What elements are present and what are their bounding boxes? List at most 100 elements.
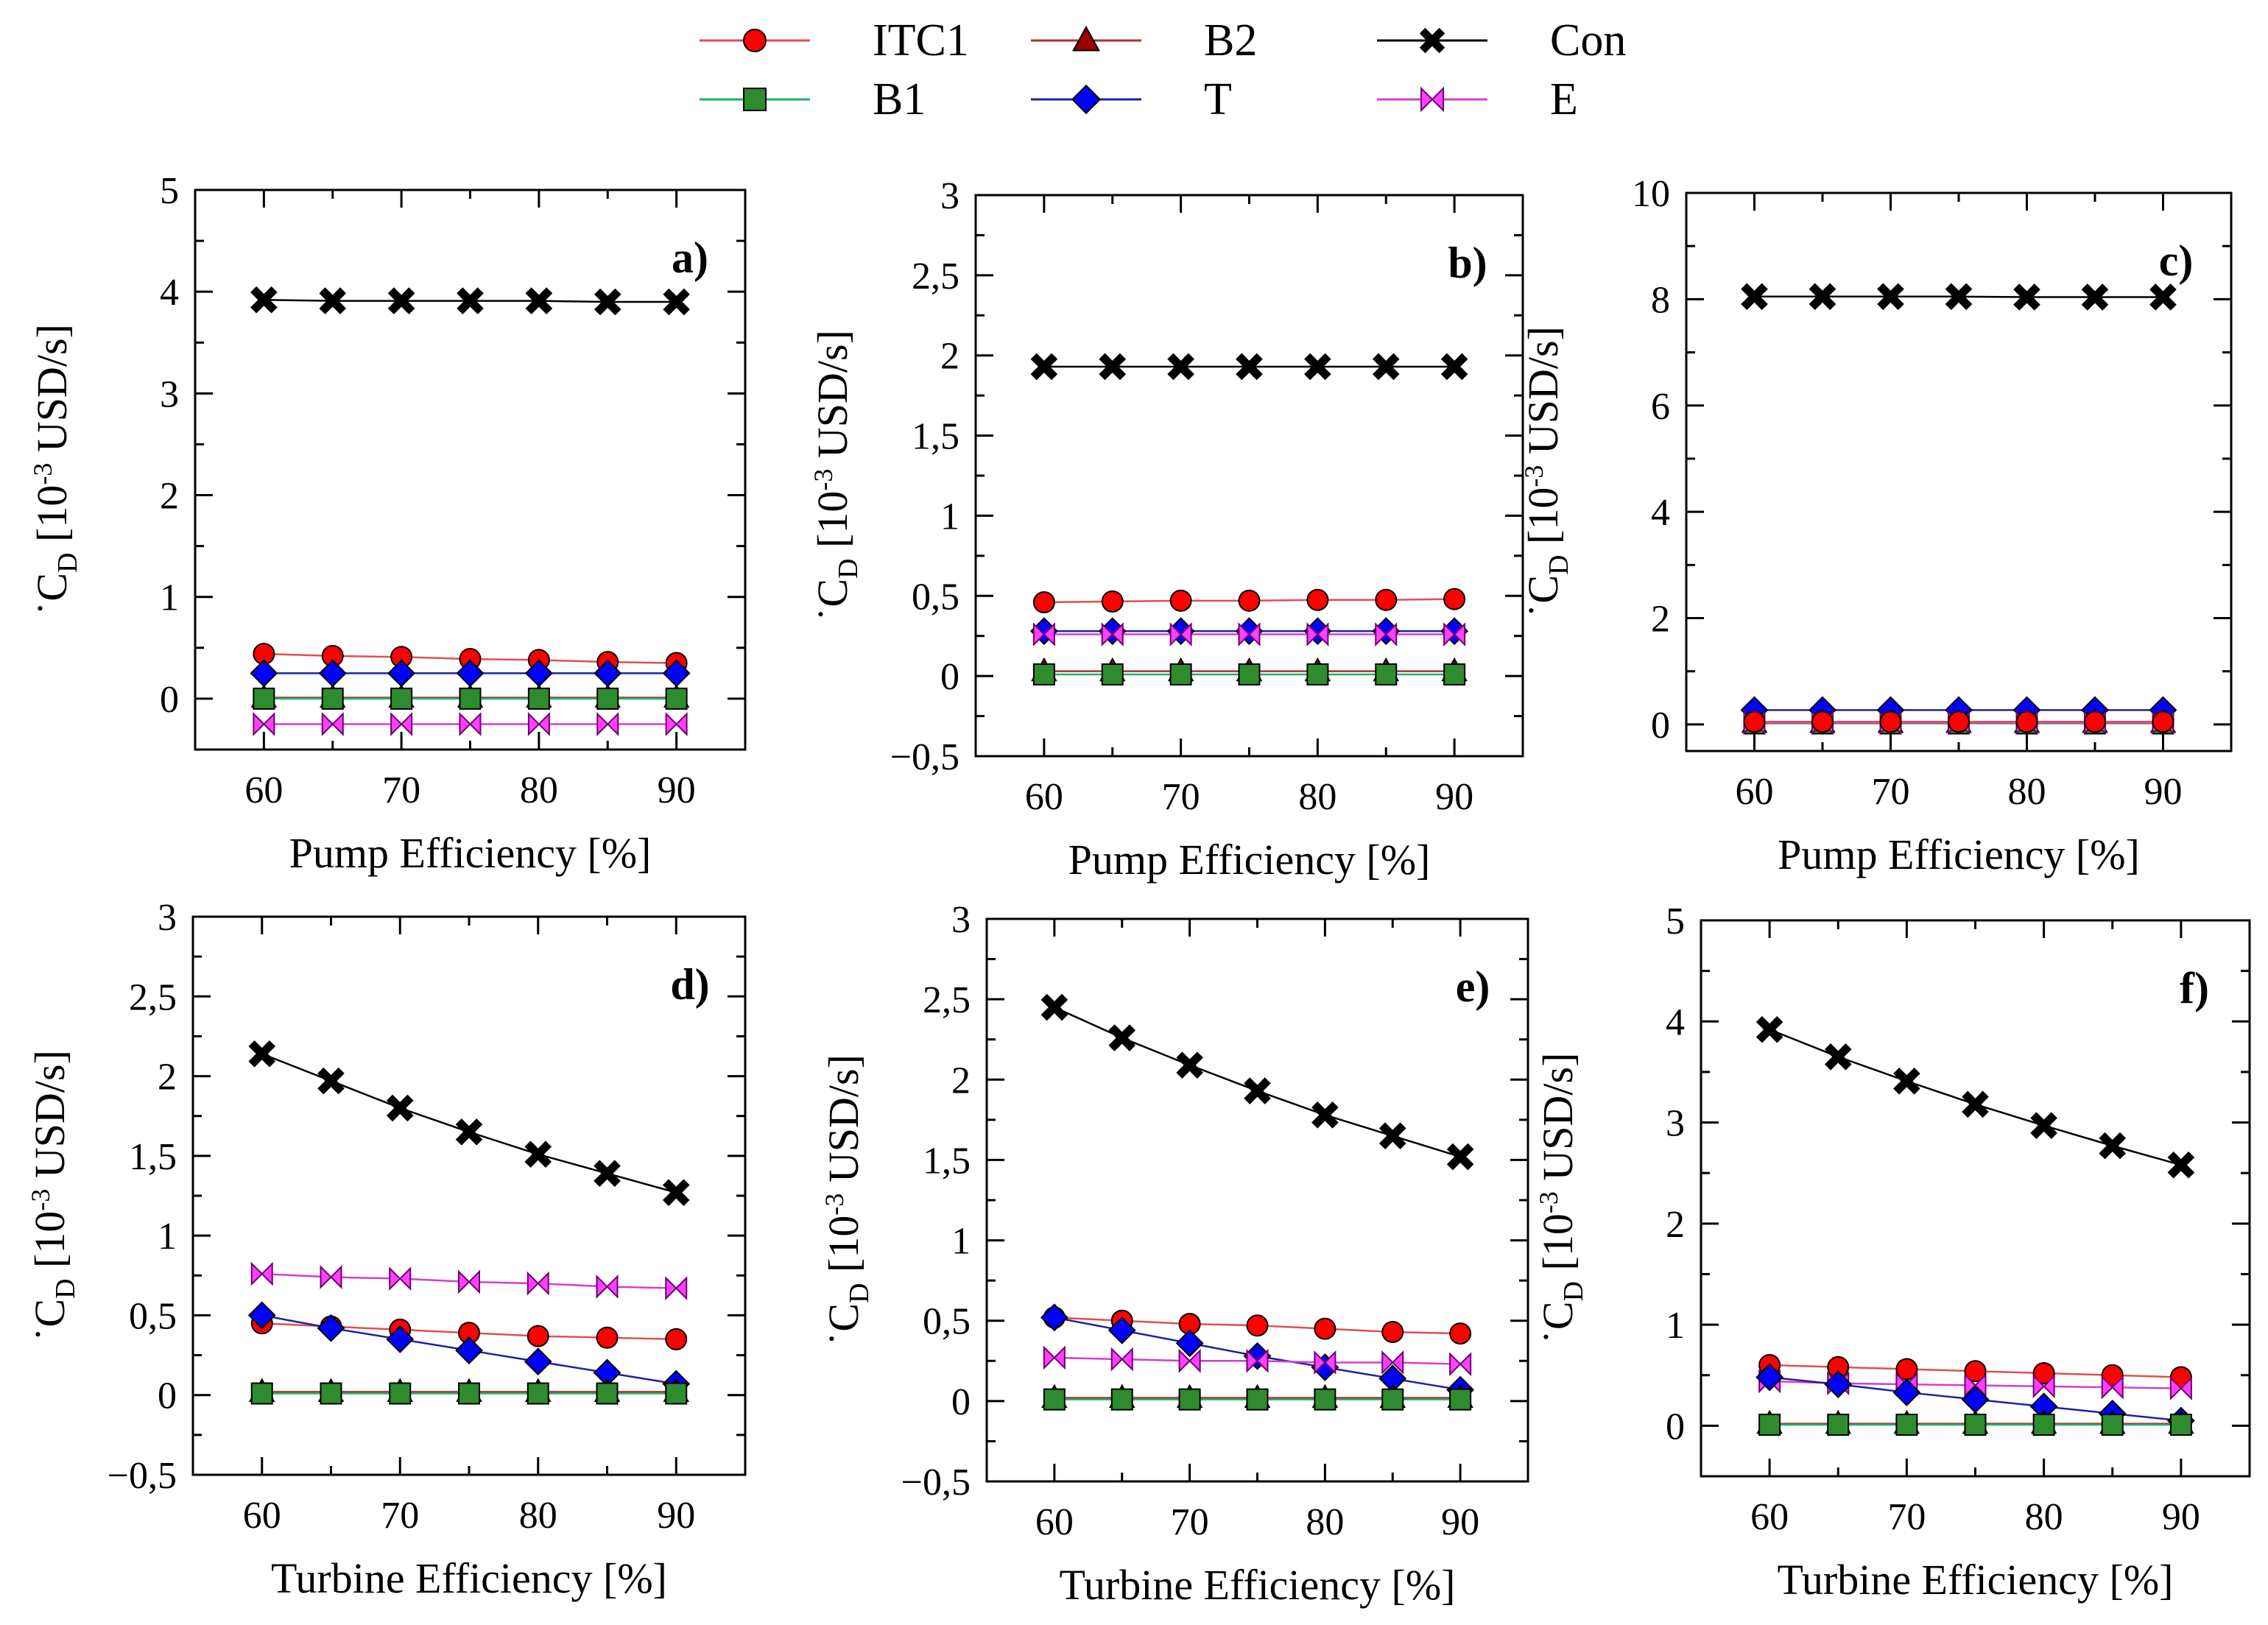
data-point xyxy=(389,1382,412,1405)
data-point xyxy=(1378,1122,1406,1149)
legend-label: ITC1 xyxy=(873,15,969,66)
data-point xyxy=(675,1276,688,1301)
y-axis-label-part: [10 xyxy=(26,1211,74,1279)
data-point xyxy=(1879,711,1902,733)
data-point xyxy=(2099,1132,2127,1160)
data-point xyxy=(1032,622,1046,646)
y-axis-label-part: [10 xyxy=(1534,1213,1582,1281)
data-point xyxy=(1110,1388,1133,1411)
series-con xyxy=(250,286,690,316)
data-point xyxy=(594,1160,621,1187)
series-itc1 xyxy=(1043,1306,1472,1345)
y-tick-label: 2 xyxy=(1651,599,1670,641)
data-point xyxy=(320,1265,332,1289)
y-tick-label: 4 xyxy=(1666,1001,1685,1043)
y-axis-label-part: ˙C xyxy=(809,579,856,621)
y-axis-label: ˙CD [10-3 USD/s] xyxy=(1534,1053,1589,1344)
data-point xyxy=(1974,1373,1987,1397)
data-point xyxy=(1391,1350,1404,1375)
data-point xyxy=(1948,711,1970,733)
y-tick-label: 3 xyxy=(951,899,971,941)
data-point xyxy=(596,1382,619,1405)
chart-panel-e: 60 70 80 90 −0,5 0 0,5 1 1,5 2 2,5 3 e) Turbine Effic… xyxy=(820,899,1529,1609)
data-point xyxy=(1110,1347,1124,1372)
data-point xyxy=(2032,1413,2055,1436)
series-b1 xyxy=(1032,663,1466,685)
data-point xyxy=(1449,1352,1462,1377)
x-tick-label: 80 xyxy=(1306,1501,1344,1543)
data-point xyxy=(1053,1345,1066,1370)
x-tick-label: 90 xyxy=(2144,771,2183,813)
data-point xyxy=(1169,663,1192,685)
y-tick-label: 0,5 xyxy=(923,1301,971,1343)
data-point xyxy=(1811,711,1834,733)
data-point xyxy=(317,1067,345,1095)
y-axis-label-part: -3 xyxy=(1519,465,1549,487)
x-tick-label: 70 xyxy=(1162,776,1200,818)
data-point xyxy=(1877,283,1904,311)
data-point xyxy=(248,1040,276,1068)
y-axis-label-part: [10 xyxy=(1519,487,1567,555)
y-tick-label: 1 xyxy=(160,577,179,619)
y-tick-label: 1 xyxy=(1666,1305,1685,1347)
legend: ITC1 B2 Con B1 T E xyxy=(700,15,1626,118)
data-point xyxy=(675,712,688,736)
legend-marker-e xyxy=(1431,86,1444,113)
chart-panel-b: 60 70 80 90 −0,5 0 0,5 1 1,5 2 2,5 3 b) Pump Efficien… xyxy=(809,175,1524,884)
data-point xyxy=(525,287,553,314)
x-tick-label: 80 xyxy=(520,769,558,811)
data-point xyxy=(1238,622,1250,646)
data-point xyxy=(1827,1413,1850,1436)
data-point xyxy=(330,1265,342,1289)
data-point xyxy=(1188,1348,1201,1373)
data-point xyxy=(468,1269,480,1294)
data-point xyxy=(455,1336,483,1364)
y-axis-label: ˙CD [10-3 USD/s] xyxy=(28,324,83,616)
data-point xyxy=(538,712,550,736)
data-point xyxy=(1892,1378,1921,1406)
data-point xyxy=(1108,1024,1136,1051)
data-point xyxy=(398,1266,412,1291)
data-point xyxy=(526,1325,549,1347)
panel-label: b) xyxy=(1448,239,1487,287)
data-point xyxy=(1443,588,1466,610)
data-point xyxy=(606,712,619,736)
data-point xyxy=(2013,283,2040,311)
data-point xyxy=(665,712,678,736)
data-point xyxy=(250,1382,273,1405)
data-point xyxy=(1040,1303,1068,1332)
data-point xyxy=(1043,622,1055,646)
data-point xyxy=(1030,353,1058,381)
legend-label: E xyxy=(1550,74,1578,118)
data-point xyxy=(386,1325,415,1353)
data-point xyxy=(1167,353,1194,381)
data-point xyxy=(1895,1413,1918,1436)
data-point xyxy=(526,1271,540,1296)
data-point xyxy=(2149,283,2177,311)
y-axis-label-part: D xyxy=(833,558,864,578)
data-point xyxy=(1375,622,1387,646)
data-point xyxy=(1040,993,1068,1021)
y-tick-label: 6 xyxy=(1651,386,1670,428)
y-tick-label: 3 xyxy=(940,175,959,217)
legend-marker-e xyxy=(1420,86,1434,113)
y-axis-label-part: D xyxy=(50,1278,81,1298)
legend-label: B2 xyxy=(1204,15,1257,66)
data-point xyxy=(400,712,413,736)
data-point xyxy=(1246,1348,1258,1373)
data-point xyxy=(665,1276,677,1301)
panel-label: c) xyxy=(2159,236,2194,285)
data-point xyxy=(1169,622,1183,646)
x-axis-label: Turbine Efficiency [%] xyxy=(271,1554,667,1602)
data-point xyxy=(2101,1375,2114,1400)
y-tick-label: 5 xyxy=(1666,900,1685,942)
y-axis-label: ˙CD [10-3 USD/s] xyxy=(1519,326,1574,618)
y-axis-label-part: D xyxy=(844,1283,875,1303)
series-t xyxy=(1029,617,1469,646)
series-con xyxy=(1040,993,1474,1171)
y-axis-label-part: USD/s] xyxy=(809,330,856,469)
legend-marker-con xyxy=(1419,27,1445,54)
y-tick-label: 1 xyxy=(158,1216,177,1258)
y-tick-label: 5 xyxy=(160,170,179,212)
